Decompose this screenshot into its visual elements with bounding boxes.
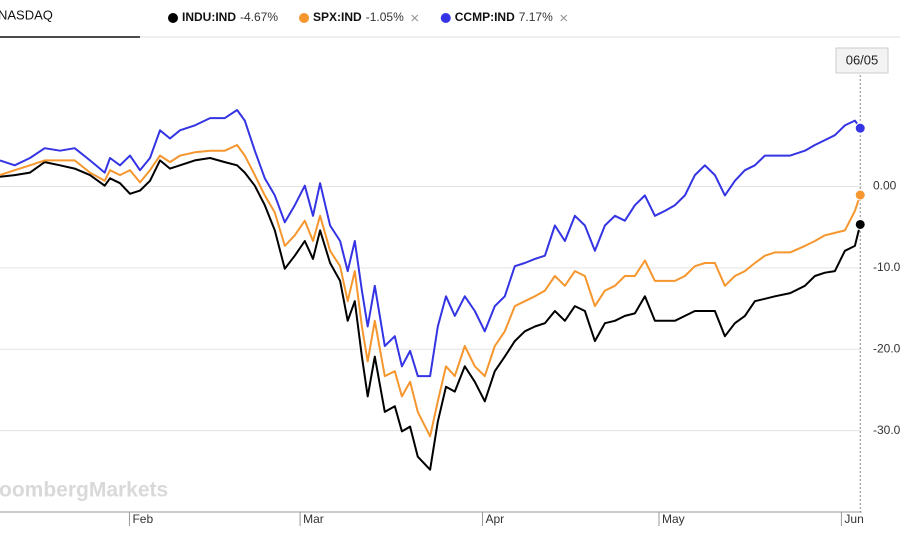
x-tick-label: May xyxy=(662,512,685,526)
end-point xyxy=(854,218,866,230)
legend-close[interactable] xyxy=(411,14,419,22)
tab-label[interactable]: NASDAQ xyxy=(0,7,53,22)
legend-name[interactable]: CCMP:IND xyxy=(455,10,515,24)
legend-close[interactable] xyxy=(560,14,568,22)
legend-name[interactable]: SPX:IND xyxy=(313,10,362,24)
cursor-badge xyxy=(835,47,889,74)
series-line xyxy=(0,109,862,378)
y-tick-label: 0.00 xyxy=(873,179,897,193)
legend-change[interactable]: -1.05% xyxy=(366,10,404,24)
legend-name[interactable]: INDU:IND xyxy=(182,10,236,24)
series-line xyxy=(0,144,862,438)
y-tick-label: -10.00 xyxy=(873,260,900,274)
series-line xyxy=(0,157,862,471)
y-tick-label: -20.00 xyxy=(873,341,900,355)
x-tick-label: Mar xyxy=(303,512,324,526)
end-point xyxy=(854,189,866,201)
legend-swatch[interactable] xyxy=(168,13,178,23)
legend-swatch[interactable] xyxy=(440,13,451,23)
legend-change[interactable]: -4.67% xyxy=(240,10,278,24)
watermark: BloombergMarkets xyxy=(0,479,168,502)
y-tick-label: -30.00 xyxy=(873,423,900,437)
cursor-label: 06/05 xyxy=(846,52,879,67)
x-tick-label: Jun xyxy=(844,512,863,526)
legend-swatch[interactable] xyxy=(299,13,310,23)
end-point xyxy=(854,122,866,134)
x-tick-label: Apr xyxy=(485,512,504,526)
x-tick-label: Feb xyxy=(132,512,153,526)
legend-change[interactable]: 7.17% xyxy=(519,10,553,24)
